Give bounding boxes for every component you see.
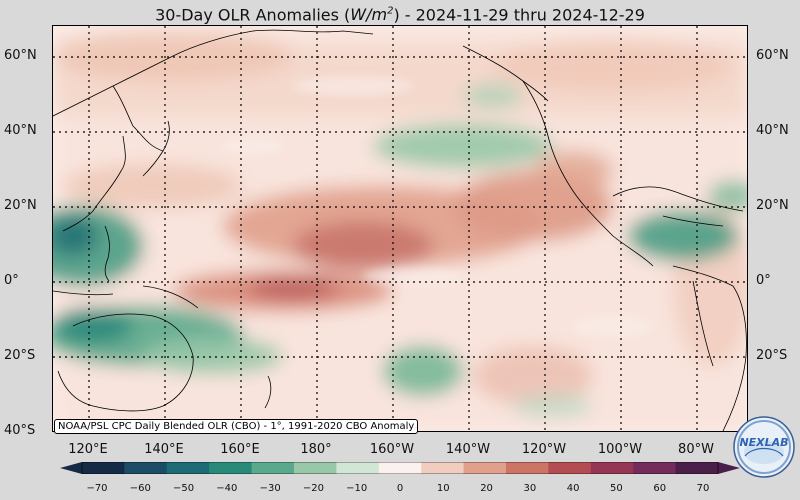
lat-label-left-40n: 40°N (4, 123, 37, 138)
colorbar-segment (82, 462, 125, 474)
graticule (53, 26, 747, 431)
colorbar-segment (378, 462, 422, 474)
colorbar-segment (590, 462, 634, 474)
colorbar-segment (506, 462, 549, 474)
colorbar-segment (251, 462, 295, 474)
lon-label-140w: 140°W (445, 442, 491, 457)
nexlab-logo: NEXLAB (733, 416, 795, 478)
page-title: 30-Day OLR Anomalies (W/m2) - 2024-11-29… (0, 0, 800, 24)
colorbar-tick-label: 40 (566, 483, 580, 494)
colorbar-segment (548, 462, 592, 474)
lon-label-80w: 80°W (678, 442, 714, 457)
colorbar-max-arrow (718, 462, 740, 474)
colorbar-outline (81, 462, 719, 474)
colorbar-tick-label: 30 (523, 483, 537, 494)
colorbar-tick-label: −10 (346, 483, 368, 494)
anomaly-field (53, 26, 747, 431)
colorbar-segment (463, 462, 507, 474)
lon-label-100w: 100°W (597, 442, 643, 457)
lon-label-160w: 160°W (369, 442, 415, 457)
lat-label-left-60n: 60°N (4, 48, 37, 63)
title-prefix: 30-Day OLR Anomalies ( (155, 5, 351, 25)
colorbar-tick-label: 10 (436, 483, 450, 494)
colorbar-segment (124, 462, 168, 474)
colorbar-segment (209, 462, 253, 474)
lat-label-right-0: 0° (756, 273, 771, 288)
title-unit-exp: 2 (387, 6, 394, 17)
lat-label-left-20n: 20°N (4, 198, 37, 213)
colorbar-tick-label: 0 (396, 483, 404, 494)
colorbar-segments (82, 462, 719, 474)
colorbar-segment (675, 462, 719, 474)
title-unit-base: W/m (350, 5, 388, 25)
olr-anomaly-map (52, 25, 748, 432)
colorbar-segment (294, 462, 337, 474)
map-canvas (53, 26, 747, 431)
colorbar-segment (633, 462, 677, 474)
colorbar-tick-label: −70 (86, 483, 108, 494)
logo-text: NEXLAB (739, 436, 788, 449)
colorbar-tick-label: 50 (610, 483, 623, 494)
colorbar-tick-label: −20 (302, 483, 324, 494)
colorbar-tick-label: −60 (129, 483, 151, 494)
colorbar-segment (421, 462, 465, 474)
lat-label-left-0: 0° (4, 273, 19, 288)
lon-label-120w: 120°W (521, 442, 567, 457)
lat-label-left-20s: 20°S (4, 348, 36, 363)
title-suffix: ) - 2024-11-29 thru 2024-12-29 (393, 5, 645, 25)
lat-label-right-20s: 20°S (756, 348, 788, 363)
colorbar-tick-label: 20 (480, 483, 493, 494)
lat-label-left-40s: 40°S (4, 423, 36, 438)
lon-label-160e: 160°E (220, 442, 260, 457)
lat-label-right-60n: 60°N (756, 48, 789, 63)
lat-label-right-20n: 20°N (756, 198, 789, 213)
colorbar-min-arrow (60, 462, 82, 474)
lat-label-right-40n: 40°N (756, 123, 789, 138)
data-source-caption: NOAA/PSL CPC Daily Blended OLR (CBO) - 1… (54, 419, 419, 434)
colorbar-segment (336, 462, 380, 474)
colorbar (60, 462, 740, 474)
anomaly-texture (223, 76, 653, 336)
colorbar-tick-label: −40 (216, 483, 238, 494)
colorbar-tick-label: −50 (173, 483, 195, 494)
colorbar-segment (166, 462, 210, 474)
colorbar-tick-label: 70 (696, 483, 710, 494)
coastlines (53, 29, 747, 431)
colorbar-tick-label: −30 (259, 483, 281, 494)
lon-label-180: 180° (300, 442, 332, 457)
colorbar-tick-label: 60 (653, 483, 667, 494)
lon-label-120e: 120°E (68, 442, 108, 457)
lon-label-140e: 140°E (144, 442, 184, 457)
